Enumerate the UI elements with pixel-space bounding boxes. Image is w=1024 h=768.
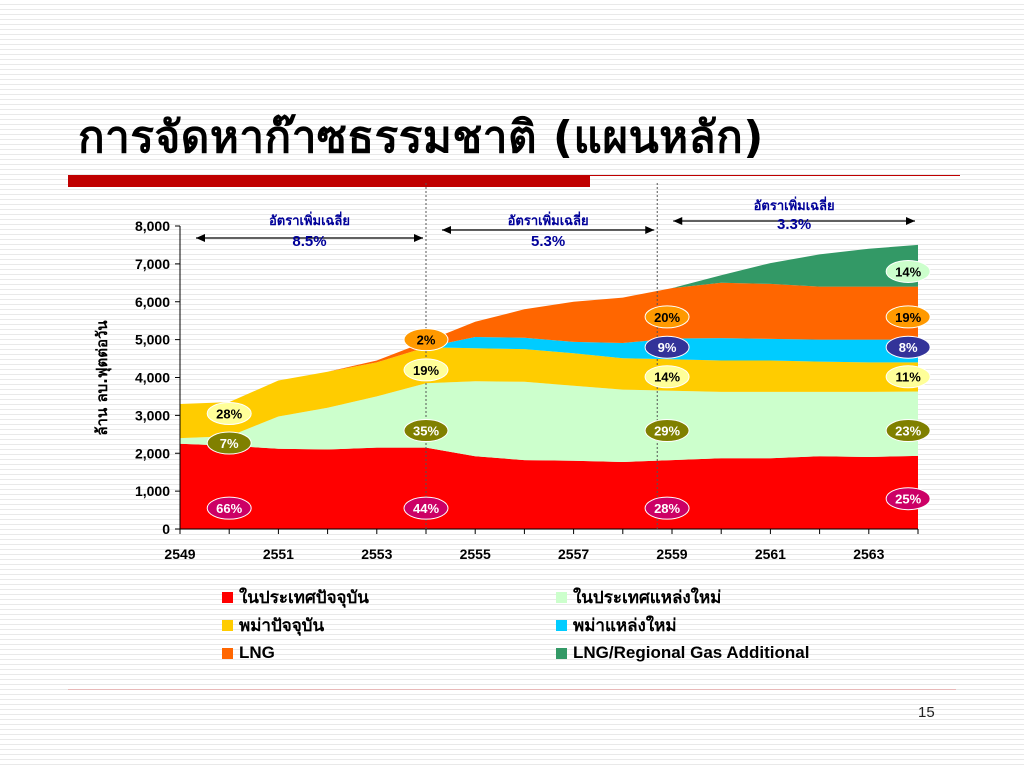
slide-title: การจัดหาก๊าซธรรมชาติ (แผนหลัก) xyxy=(78,112,764,163)
legend-swatch xyxy=(556,619,567,631)
legend-swatch xyxy=(556,591,567,603)
share-label-text: 8% xyxy=(899,340,918,355)
growth-arrow-head-right xyxy=(645,226,655,234)
share-label-text: 28% xyxy=(654,501,680,516)
share-label-badge xyxy=(206,401,252,425)
share-label-text: 2% xyxy=(417,333,436,348)
growth-rate-caption: อัตราเพิ่มเฉลี่ย xyxy=(508,211,589,229)
growth-arrow-head-left xyxy=(196,234,205,242)
y-tick-label: 8,000 xyxy=(135,218,170,234)
share-label-text: 11% xyxy=(896,370,922,385)
x-tick-label: 2553 xyxy=(361,546,392,562)
share-label-text: 44% xyxy=(413,501,439,516)
area-series-4 xyxy=(180,282,918,404)
share-label-text: 25% xyxy=(895,492,921,507)
legend-swatch xyxy=(556,647,567,659)
share-label-badge xyxy=(403,419,449,443)
growth-rate-caption: อัตราเพิ่มเฉลี่ย xyxy=(269,211,350,229)
x-tick-label: 2559 xyxy=(656,546,687,562)
area-series-1 xyxy=(180,381,918,462)
growth-arrow-head-right xyxy=(906,217,915,225)
legend-item-lng: LNG xyxy=(222,642,275,664)
y-tick-label: 6,000 xyxy=(135,294,170,310)
x-tick-label: 2551 xyxy=(263,546,294,562)
legend-swatch xyxy=(222,591,233,603)
growth-rate-value: 3.3% xyxy=(777,216,811,233)
share-label-text: 7% xyxy=(220,436,239,451)
share-label-text: 9% xyxy=(658,340,677,355)
share-label-text: 19% xyxy=(895,310,921,325)
share-label-text: 35% xyxy=(413,424,439,439)
share-label-text: 66% xyxy=(216,501,242,516)
growth-rate-caption: อัตราเพิ่มเฉลี่ย xyxy=(754,196,835,214)
x-tick-label: 2549 xyxy=(164,546,195,562)
share-label-text: 28% xyxy=(216,406,242,421)
legend-item-myanmar-current: พม่าปัจจุบัน xyxy=(222,614,324,636)
legend-label: ในประเทศปัจจุบัน xyxy=(239,587,369,607)
y-tick-label: 5,000 xyxy=(135,332,170,348)
area-series-0 xyxy=(180,443,918,529)
share-label-badge xyxy=(885,335,931,359)
legend-swatch xyxy=(222,647,233,659)
share-label-text: 20% xyxy=(654,310,680,325)
share-label-badge xyxy=(644,335,690,359)
share-label-badge xyxy=(644,419,690,443)
growth-arrow-head-left xyxy=(442,226,451,234)
legend-label: LNG xyxy=(239,643,275,662)
x-tick-label: 2557 xyxy=(558,546,589,562)
share-label-badge xyxy=(644,496,690,520)
y-tick-label: 2,000 xyxy=(135,445,170,461)
y-axis-label: ล้าน ลบ.ฟุตต่อวัน xyxy=(93,320,112,436)
share-label-text: 14% xyxy=(654,370,680,385)
legend-label: ในประเทศแหล่งใหม่ xyxy=(573,587,722,607)
share-label-badge xyxy=(644,305,690,329)
legend-item-myanmar-new: พม่าแหล่งใหม่ xyxy=(556,614,677,636)
share-label-badge xyxy=(644,365,690,389)
area-series-2 xyxy=(180,347,918,439)
share-label-badge xyxy=(885,365,931,389)
share-label-badge xyxy=(403,328,449,352)
y-tick-label: 1,000 xyxy=(135,483,170,499)
footer-rule xyxy=(68,689,956,690)
share-label-badge xyxy=(885,487,931,511)
share-label-badge xyxy=(403,358,449,382)
y-tick-label: 4,000 xyxy=(135,370,170,386)
growth-arrow-head-right xyxy=(414,234,423,242)
area-series-5 xyxy=(180,244,918,404)
legend-label: พม่าปัจจุบัน xyxy=(239,615,325,635)
growth-rate-value: 5.3% xyxy=(531,233,565,250)
x-tick-label: 2563 xyxy=(853,546,884,562)
legend-swatch xyxy=(222,619,233,631)
share-label-badge xyxy=(885,259,931,283)
x-tick-label: 2555 xyxy=(460,546,491,562)
share-label-text: 23% xyxy=(895,424,921,439)
share-label-badge xyxy=(885,419,931,443)
y-tick-label: 3,000 xyxy=(135,407,170,423)
y-tick-label: 0 xyxy=(162,521,170,537)
area-series-3 xyxy=(180,337,918,404)
share-label-badge xyxy=(403,496,449,520)
share-label-text: 14% xyxy=(895,264,921,279)
share-label-badge xyxy=(885,305,931,329)
y-tick-label: 7,000 xyxy=(135,256,170,272)
legend-label: พม่าแหล่งใหม่ xyxy=(573,615,677,635)
legend-item-lng-regional: LNG/Regional Gas Additional xyxy=(556,642,809,664)
legend-label: LNG/Regional Gas Additional xyxy=(573,643,810,662)
page-number: 15 xyxy=(918,704,935,721)
title-underline-bar xyxy=(68,175,590,187)
legend-item-domestic-new: ในประเทศแหล่งใหม่ xyxy=(556,586,721,608)
share-label-badge xyxy=(206,496,252,520)
growth-arrow-head-left xyxy=(673,217,683,225)
share-label-text: 19% xyxy=(413,363,439,378)
title-underline-rule xyxy=(590,175,960,176)
legend-item-domestic-current: ในประเทศปัจจุบัน xyxy=(222,586,369,608)
growth-rate-value: 8.5% xyxy=(292,233,326,250)
x-tick-label: 2561 xyxy=(755,546,786,562)
share-label-text: 29% xyxy=(654,424,680,439)
share-label-badge xyxy=(206,431,252,455)
